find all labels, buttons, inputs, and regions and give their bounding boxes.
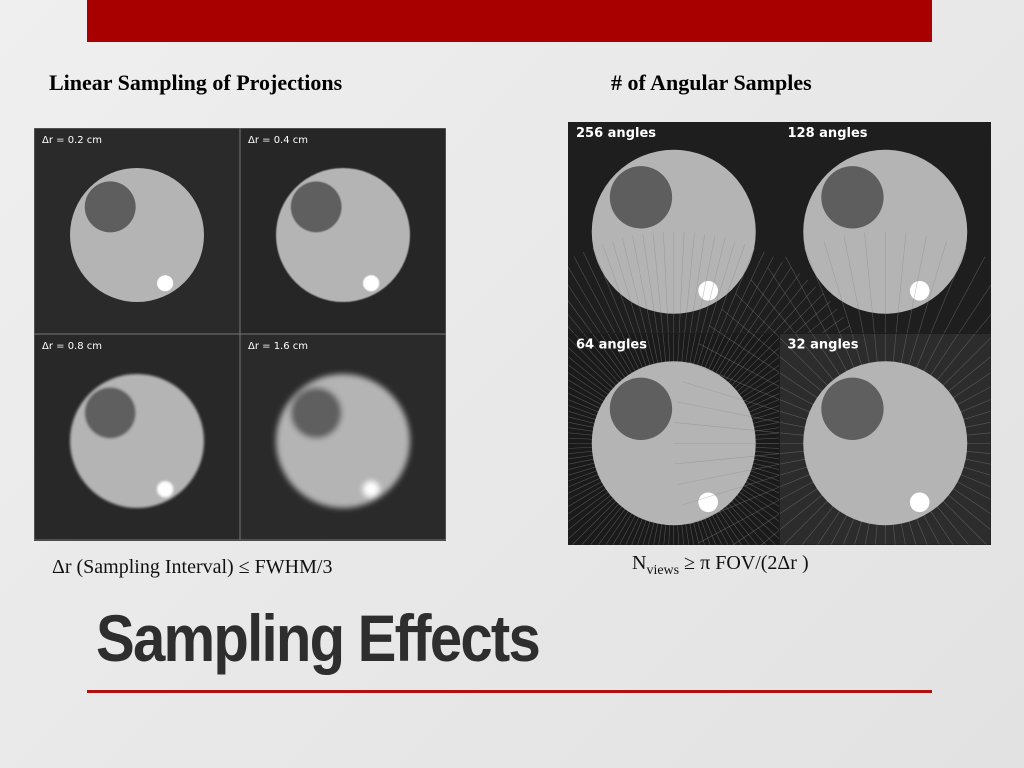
phantom [276,168,410,302]
lesion [84,387,136,439]
left-heading: Linear Sampling of Projections [49,70,343,95]
panel-label: 128 angles [788,126,868,141]
lesion [290,181,342,233]
hot-spot [157,275,174,292]
panel: Δr = 0.8 cm [34,333,241,541]
right-figure: 256 angles 128 angles 64 angles 32 angles [568,122,991,545]
phantom-disk [70,374,204,508]
panel-border [239,333,446,541]
hot-spot [698,280,719,301]
right-heading: # of Angular Samples [611,70,812,95]
phantom [276,374,410,508]
hot-spot [157,481,174,498]
panel: Δr = 0.2 cm [34,128,241,335]
panel-label: Δr = 1.6 cm [248,341,308,352]
panel: Δr = 0.4 cm [239,128,446,335]
panel-border [779,333,991,545]
phantom [70,374,204,508]
panel: 32 angles [673,231,991,545]
phantom [70,168,204,302]
panel-label: 256 angles [576,126,656,141]
lesion [290,387,342,439]
panel-label: Δr = 0.4 cm [248,135,308,146]
hot-spot [909,492,930,513]
left-formula: Δr (Sampling Interval) ≤ FWHM/3 [52,556,333,578]
right-formula: Nviews ≥ π FOV/(2Δr ) [632,552,809,579]
lesion [84,181,136,233]
slide-title: Sampling Effects [96,601,541,675]
title-rule [87,690,932,693]
panel-label: Δr = 0.8 cm [42,341,102,352]
hot-spot [909,280,930,301]
left-figure: Δr = 0.2 cm Δr = 0.4 cm Δr = 0.8 cm Δr = 1.… [34,128,446,541]
panel-label: 32 angles [788,338,859,353]
hot-spot [698,492,719,513]
phantom-disk [70,168,204,302]
formula-subscript: views [646,563,680,578]
phantom-disk [276,168,410,302]
lesion [821,166,884,229]
panel-label: 64 angles [576,338,647,353]
top-bar [87,0,932,42]
panel-label: Δr = 0.2 cm [42,135,102,146]
panel: Δr = 1.6 cm [239,333,446,541]
formula-base: N [632,552,647,574]
lesion [609,166,673,229]
lesion [821,377,884,440]
phantom [673,231,991,545]
hot-spot [363,481,380,498]
lesion [609,377,673,440]
phantom-disk [803,361,968,526]
hot-spot [363,275,380,292]
formula-rest: ≥ π FOV/(2Δr ) [684,552,809,574]
phantom-disk [276,374,410,508]
